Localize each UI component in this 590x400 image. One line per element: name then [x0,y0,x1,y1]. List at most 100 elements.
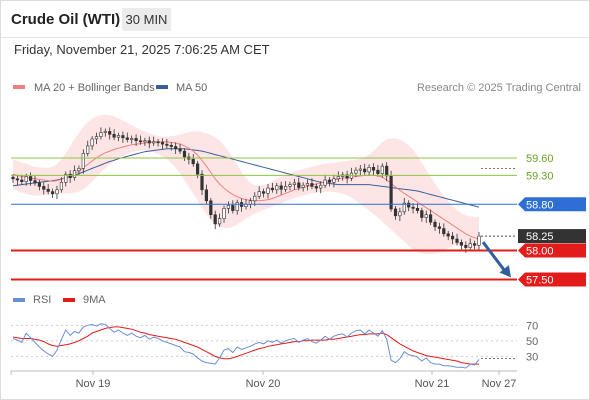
candle [292,178,297,190]
candle [257,186,261,200]
candle-body [433,221,437,228]
pivot-label-box [518,197,586,212]
legend-label-ma20: MA 20 + Bollinger Bands [34,82,155,94]
candle-body [437,226,442,229]
candle [279,181,283,195]
candle-body [428,214,433,223]
candle [389,170,393,212]
candle [437,222,442,234]
candle-body [455,238,459,243]
candle [134,134,138,146]
candle [72,165,77,181]
candle-body [327,179,332,183]
candle-body [103,131,107,133]
candle [459,239,464,250]
candle-body [42,186,46,190]
candle-body [336,176,340,180]
candle-body [222,208,226,220]
legend-swatch-rsi [13,298,25,302]
candle [442,223,446,237]
candle [327,177,332,187]
resistance-label: 59.60 [526,153,554,165]
candle [376,164,380,177]
candle [77,165,81,175]
candle-body [11,176,15,180]
candle-body [266,187,270,194]
candle-body [257,191,261,197]
interval-button[interactable]: 30 MIN [122,8,171,31]
candle-body [380,165,384,174]
candle [310,178,314,190]
candle-body [108,131,112,135]
candle-body [147,140,151,144]
candle [99,127,103,140]
candle-body [226,205,231,209]
candle-body [253,195,257,202]
candle-body [50,191,55,195]
candle-body [28,176,33,181]
candle [261,188,266,198]
legend-swatch-ma50 [156,85,168,89]
chart-datetime: Friday, November 21, 2025 7:06:25 AM CET [14,42,270,57]
candle [42,182,46,195]
candle [46,184,50,195]
candle [266,184,270,199]
candle [358,164,362,176]
candle-body [297,182,301,188]
candle-body [332,178,336,183]
candle-body [72,170,77,178]
candle [323,174,327,189]
candle [297,177,301,191]
candle [420,207,424,222]
candle-body [345,174,349,179]
candle-body [99,132,103,137]
candle [433,219,437,231]
candle [130,135,134,144]
candle [336,171,340,182]
candle-body [464,245,468,248]
candle-body [200,173,204,191]
x-tick-label: Nov 20 [246,378,281,390]
candle-body [270,187,275,191]
candle-body [81,153,85,169]
candle-body [420,210,424,218]
candle [235,199,239,215]
candle-body [415,208,420,211]
candle [371,163,376,176]
instrument-title: Crude Oil (WTI) [11,11,121,28]
candle-body [90,138,94,147]
candle-body [24,176,28,182]
candle-body [116,135,121,138]
candle-body [112,134,116,138]
candle-body [393,208,398,217]
candle-body [389,175,393,210]
candle [209,197,213,219]
candle-body [402,202,406,213]
candle [165,138,169,149]
legend-swatch-rsi-ma [63,298,75,302]
legend-label-rsi-ma: 9MA [83,294,106,306]
candle-body [323,179,327,186]
candle [33,175,37,186]
candle [86,140,90,157]
candle [455,233,459,246]
candle [94,132,99,145]
candle [319,181,323,194]
candle [363,163,367,175]
candle [222,205,226,223]
candle-body [196,163,200,175]
candle-body [64,173,68,183]
price-level-resistance: 59.60 [11,153,554,165]
candle [226,201,231,214]
price-level-support: 57.50 [11,272,586,287]
candle [446,230,450,241]
legend-swatch-ma20 [13,85,25,89]
x-tick-label: Nov 27 [482,378,517,390]
candle [108,127,112,140]
candle-body [165,143,169,146]
candle-body [283,186,288,190]
candle-body [319,184,323,189]
candle-body [424,214,428,218]
support-label: 57.50 [526,274,554,286]
